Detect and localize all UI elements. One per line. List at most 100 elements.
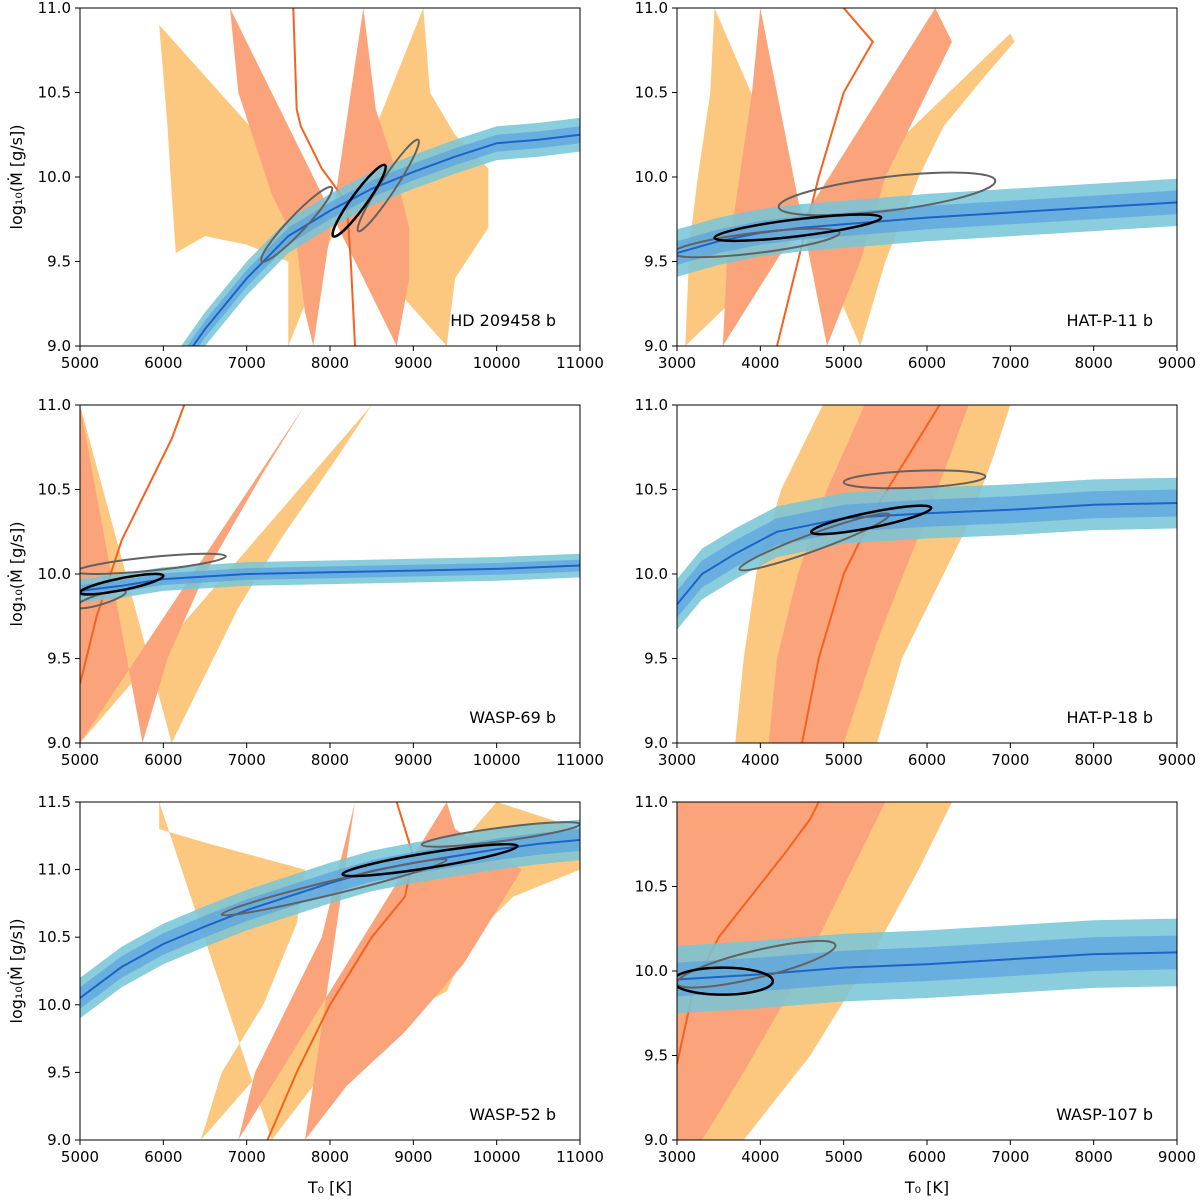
plot-area — [677, 405, 1177, 743]
panel-3: 3000 4000 5000 6000 7000 8000 9000 9.0 9.5 10.0 10… — [635, 396, 1197, 769]
panel-title: HAT-P-11 b — [1067, 311, 1153, 330]
x-tick-label: 10000 — [473, 751, 521, 769]
plot-area — [677, 802, 1177, 1140]
x-tick-label: 9000 — [394, 1148, 432, 1166]
y-axis-label: log₁₀(Ṁ [g/s]) — [7, 919, 26, 1024]
x-tick-label: 7000 — [991, 354, 1029, 372]
blue-median-line — [80, 564, 580, 592]
grey-contour — [260, 185, 334, 263]
x-tick-label: 11000 — [556, 354, 604, 372]
x-tick-label: 5000 — [825, 751, 863, 769]
x-tick-label: 9000 — [394, 751, 432, 769]
y-tick-label: 9.5 — [47, 650, 71, 668]
blue-median-line — [80, 838, 580, 999]
orange-median-line — [80, 405, 186, 685]
x-tick-label: 6000 — [144, 751, 182, 769]
y-tick-label: 9.0 — [47, 1131, 71, 1149]
x-tick-label: 7000 — [991, 1148, 1029, 1166]
panel-0: 5000 6000 7000 8000 9000 10000 11000 9.0 9.5 10.0… — [7, 0, 604, 372]
x-tick-label: 5000 — [61, 1148, 99, 1166]
x-tick-label: 11000 — [556, 751, 604, 769]
x-tick-label: 7000 — [228, 1148, 266, 1166]
x-tick-label: 8000 — [1075, 354, 1113, 372]
y-tick-label: 9.0 — [644, 337, 668, 355]
x-tick-label: 8000 — [311, 751, 349, 769]
orange-inner-band — [722, 8, 952, 346]
blue-median-line — [191, 133, 580, 346]
x-tick-label: 3000 — [658, 354, 696, 372]
orange-inner-band — [230, 8, 410, 346]
x-tick-label: 6000 — [908, 751, 946, 769]
y-tick-label: 10.0 — [635, 962, 668, 980]
black-contour — [341, 842, 519, 878]
x-tick-label: 5000 — [61, 751, 99, 769]
y-tick-label: 9.5 — [47, 1063, 71, 1081]
x-tick-label: 9000 — [394, 354, 432, 372]
y-tick-label: 10.0 — [635, 565, 668, 583]
x-tick-label: 9000 — [1158, 354, 1196, 372]
blue-median-line — [677, 951, 1177, 981]
panel-2: 5000 6000 7000 8000 9000 10000 11000 9.0 9.5 10.0… — [7, 396, 604, 769]
blue-inner-band — [677, 489, 1177, 618]
x-tick-label: 7000 — [991, 751, 1029, 769]
x-tick-label: 6000 — [144, 354, 182, 372]
y-tick-label: 10.0 — [38, 168, 71, 186]
y-tick-label: 10.5 — [38, 928, 71, 946]
grey-contour — [777, 171, 997, 217]
x-tick-label: 4000 — [741, 1148, 779, 1166]
grey-contour — [420, 821, 580, 848]
panel-title: WASP-107 b — [1056, 1105, 1153, 1124]
x-tick-label: 6000 — [144, 1148, 182, 1166]
black-contour — [713, 213, 883, 243]
x-tick-label: 6000 — [908, 1148, 946, 1166]
blue-outer-band — [80, 819, 580, 1019]
panel-5: 3000 4000 5000 6000 7000 8000 9000 9.0 9.5 10.0 10… — [635, 793, 1197, 1197]
x-tick-label: 3000 — [658, 751, 696, 769]
y-tick-label: 10.5 — [635, 481, 668, 499]
blue-inner-band — [80, 829, 580, 1009]
black-contour — [809, 504, 933, 536]
panel-title: HD 209458 b — [450, 311, 556, 330]
axes-frame — [79, 7, 581, 347]
grey-contour — [842, 469, 987, 490]
y-tick-label: 11.0 — [635, 396, 668, 414]
y-tick-label: 9.0 — [644, 734, 668, 752]
y-axis-label: log₁₀(Ṁ [g/s]) — [7, 125, 26, 230]
y-tick-label: 11.0 — [38, 396, 71, 414]
x-axis-label: T₀ [K] — [307, 1178, 352, 1197]
x-tick-label: 5000 — [825, 1148, 863, 1166]
x-tick-label: 4000 — [741, 354, 779, 372]
x-tick-label: 11000 — [556, 1148, 604, 1166]
grey-contour — [356, 138, 420, 233]
x-tick-label: 9000 — [1158, 751, 1196, 769]
y-tick-label: 11.0 — [38, 861, 71, 879]
panel-title: WASP-69 b — [469, 708, 556, 727]
y-tick-label: 9.0 — [47, 337, 71, 355]
y-tick-label: 11.5 — [38, 793, 71, 811]
x-tick-label: 7000 — [228, 751, 266, 769]
plot-area — [80, 405, 580, 743]
panel-title: HAT-P-18 b — [1067, 708, 1153, 727]
y-tick-label: 10.5 — [635, 84, 668, 102]
y-tick-label: 10.0 — [635, 168, 668, 186]
blue-inner-band — [677, 935, 1177, 997]
y-tick-label: 9.5 — [47, 253, 71, 271]
x-tick-label: 6000 — [908, 354, 946, 372]
y-tick-label: 10.5 — [38, 481, 71, 499]
y-tick-label: 9.0 — [644, 1131, 668, 1149]
blue-median-line — [677, 201, 1177, 254]
x-tick-label: 7000 — [228, 354, 266, 372]
x-axis-label: T₀ [K] — [904, 1178, 949, 1197]
x-tick-label: 8000 — [311, 1148, 349, 1166]
orange-inner-band — [238, 802, 522, 1140]
y-tick-label: 10.0 — [38, 565, 71, 583]
y-tick-label: 9.0 — [47, 734, 71, 752]
y-tick-label: 11.0 — [38, 0, 71, 17]
y-tick-label: 9.5 — [644, 650, 668, 668]
x-tick-label: 9000 — [1158, 1148, 1196, 1166]
panel-4: 5000 6000 7000 8000 9000 10000 11000 9.0 9.5 10.0… — [7, 793, 604, 1197]
x-tick-label: 8000 — [1075, 1148, 1113, 1166]
black-contour — [677, 966, 775, 996]
x-tick-label: 5000 — [61, 354, 99, 372]
